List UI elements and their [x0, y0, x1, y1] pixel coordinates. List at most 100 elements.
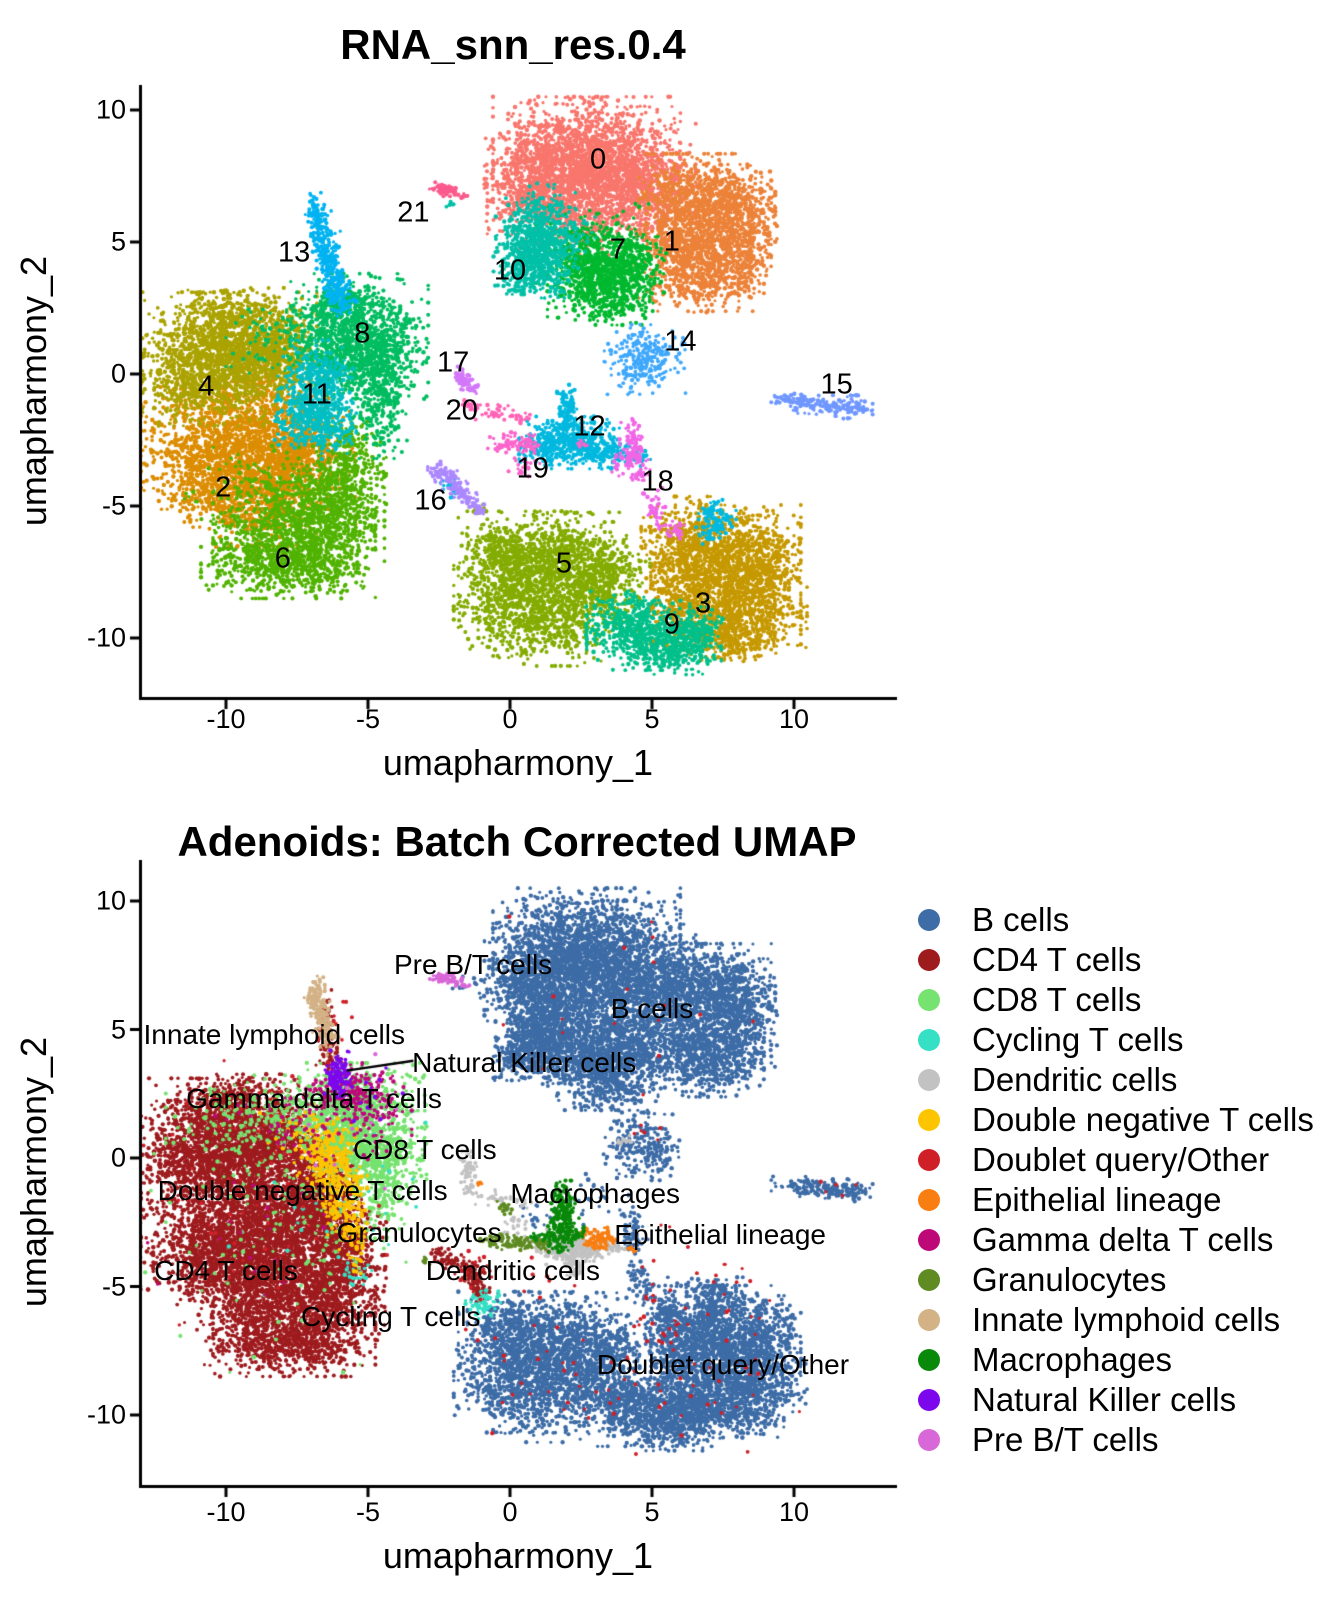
cluster-label-1: 1 — [663, 225, 680, 258]
y-tick-label: -10 — [86, 1399, 126, 1430]
legend-swatch-icon — [918, 1429, 940, 1451]
x-axis-label: umapharmony_1 — [382, 1535, 654, 1576]
cell-label-epithelial-lineage: Epithelial lineage — [614, 1219, 827, 1251]
legend-label: Granulocytes — [972, 1261, 1167, 1298]
cluster-label-4: 4 — [198, 370, 215, 403]
cluster-label-19: 19 — [516, 452, 549, 485]
cell-label-gamma-delta-t-cells: Gamma delta T cells — [186, 1082, 442, 1114]
legend-label: Gamma delta T cells — [972, 1221, 1274, 1258]
cluster-label-13: 13 — [278, 236, 311, 269]
y-tick-label: 5 — [110, 1014, 126, 1044]
chart-title-clusters: RNA_snn_res.0.4 — [340, 21, 686, 68]
cell-label-doublet-query-other: Doublet query/Other — [596, 1348, 850, 1380]
x-tick-label: 10 — [778, 1497, 810, 1527]
legend-entry-dendritic-cells: Dendritic cells — [900, 1060, 1177, 1100]
legend-entry-innate-lymphoid-cells: Innate lymphoid cells — [900, 1300, 1280, 1340]
cell-label-b-cells: B cells — [610, 992, 694, 1024]
y-tick-label: 10 — [95, 885, 126, 916]
cell-label-cd8-t-cells: CD8 T cells — [352, 1134, 497, 1166]
cluster-umap-panel: RNA_snn_res.0.4 umapharmony_1 umapharmon… — [0, 0, 1344, 790]
legend-entry-cycling-t-cells: Cycling T cells — [900, 1020, 1184, 1060]
cluster-label-11: 11 — [301, 378, 332, 411]
chart-title-celltypes: Adenoids: Batch Corrected UMAP — [177, 818, 857, 865]
legend-swatch-icon — [918, 1069, 940, 1091]
cell-label-double-negative-t-cells: Double negative T cells — [157, 1175, 448, 1207]
legend-label: CD4 T cells — [972, 941, 1142, 978]
cluster-label-2: 2 — [215, 471, 232, 504]
legend-entry-epithelial-lineage: Epithelial lineage — [900, 1180, 1222, 1220]
cluster-label-20: 20 — [445, 394, 478, 427]
legend-swatch-icon — [918, 1309, 940, 1331]
celltype-umap-panel: Adenoids: Batch Corrected UMAP umapharmo… — [0, 790, 1344, 1612]
y-tick-label: -10 — [86, 622, 126, 653]
cluster-label-10: 10 — [493, 254, 527, 287]
legend-label: Epithelial lineage — [972, 1181, 1222, 1218]
x-tick-label: 0 — [502, 1497, 518, 1527]
cluster-label-6: 6 — [274, 542, 291, 575]
legend-swatch-icon — [918, 1029, 940, 1051]
cell-label-innate-lymphoid-cells: Innate lymphoid cells — [143, 1018, 406, 1050]
cluster-label-9: 9 — [663, 608, 680, 641]
cluster-label-18: 18 — [641, 465, 674, 498]
cluster-label-17: 17 — [437, 346, 470, 379]
x-tick-label: -10 — [206, 1497, 246, 1527]
legend-label: Double negative T cells — [972, 1101, 1314, 1138]
y-tick-label: -5 — [101, 1271, 126, 1301]
y-tick-label: -5 — [101, 490, 126, 521]
legend-entry-cd4-t-cells: CD4 T cells — [900, 940, 1141, 980]
y-tick-label: 0 — [110, 358, 126, 389]
legend-swatch-icon — [918, 949, 940, 971]
x-tick-label: 0 — [502, 704, 518, 734]
legend-entry-macrophages: Macrophages — [900, 1340, 1172, 1380]
x-tick-label: 5 — [644, 704, 660, 734]
x-tick-label: -5 — [355, 704, 381, 734]
cluster-label-15: 15 — [820, 368, 853, 401]
legend-entry-natural-killer-cells: Natural Killer cells — [900, 1380, 1236, 1420]
y-axis-label: umapharmony_2 — [13, 1036, 54, 1308]
legend-swatch-icon — [918, 1109, 940, 1131]
y-tick-label: 5 — [110, 226, 126, 257]
cell-label-pre-b-t-cells: Pre B/T cells — [393, 949, 553, 981]
legend-label: Doublet query/Other — [972, 1141, 1270, 1178]
cluster-label-3: 3 — [695, 587, 712, 620]
legend-swatch-icon — [918, 1189, 940, 1211]
legend-label: Pre B/T cells — [972, 1421, 1159, 1458]
legend-label: Natural Killer cells — [972, 1381, 1237, 1418]
legend-entry-pre-b-t-cells: Pre B/T cells — [900, 1420, 1158, 1460]
legend-entry-double-negative-t-cells: Double negative T cells — [900, 1100, 1314, 1140]
legend-label: Macrophages — [972, 1341, 1172, 1378]
x-tick-label: -10 — [206, 704, 246, 734]
cluster-label-0: 0 — [589, 143, 607, 176]
cell-label-cycling-t-cells: Cycling T cells — [300, 1301, 481, 1333]
cell-label-granulocytes: Granulocytes — [336, 1216, 502, 1248]
y-axis-label: umapharmony_2 — [13, 255, 54, 527]
cluster-label-21: 21 — [397, 196, 430, 229]
legend-label: Innate lymphoid cells — [972, 1301, 1281, 1338]
celltype-umap-plot — [0, 790, 1344, 1612]
cell-label-natural-killer-cells: Natural Killer cells — [412, 1046, 637, 1078]
x-axis-label: umapharmony_1 — [382, 742, 654, 783]
cell-label-dendritic-cells: Dendritic cells — [425, 1255, 600, 1287]
legend-swatch-icon — [918, 1149, 940, 1171]
cluster-label-12: 12 — [573, 410, 606, 443]
y-tick-label: 0 — [110, 1142, 126, 1173]
legend-swatch-icon — [918, 1269, 940, 1291]
x-tick-label: 5 — [644, 1497, 660, 1527]
legend-entry-gamma-delta-t-cells: Gamma delta T cells — [900, 1220, 1273, 1260]
x-tick-label: -5 — [355, 1497, 381, 1527]
legend-label: Dendritic cells — [972, 1061, 1178, 1098]
cell-label-cd4-t-cells: CD4 T cells — [154, 1255, 298, 1287]
cluster-label-8: 8 — [354, 317, 371, 350]
legend-swatch-icon — [918, 989, 940, 1011]
cluster-label-5: 5 — [555, 547, 573, 580]
cell-label-macrophages: Macrophages — [510, 1177, 681, 1209]
legend-entry-doublet-query-other: Doublet query/Other — [900, 1140, 1269, 1180]
y-tick-label: 10 — [95, 94, 126, 125]
legend-swatch-icon — [918, 1389, 940, 1411]
x-tick-label: 10 — [778, 704, 810, 734]
cluster-umap-plot — [0, 0, 1344, 790]
legend-swatch-icon — [918, 909, 940, 931]
legend-swatch-icon — [918, 1229, 940, 1251]
legend-entry-granulocytes: Granulocytes — [900, 1260, 1166, 1300]
